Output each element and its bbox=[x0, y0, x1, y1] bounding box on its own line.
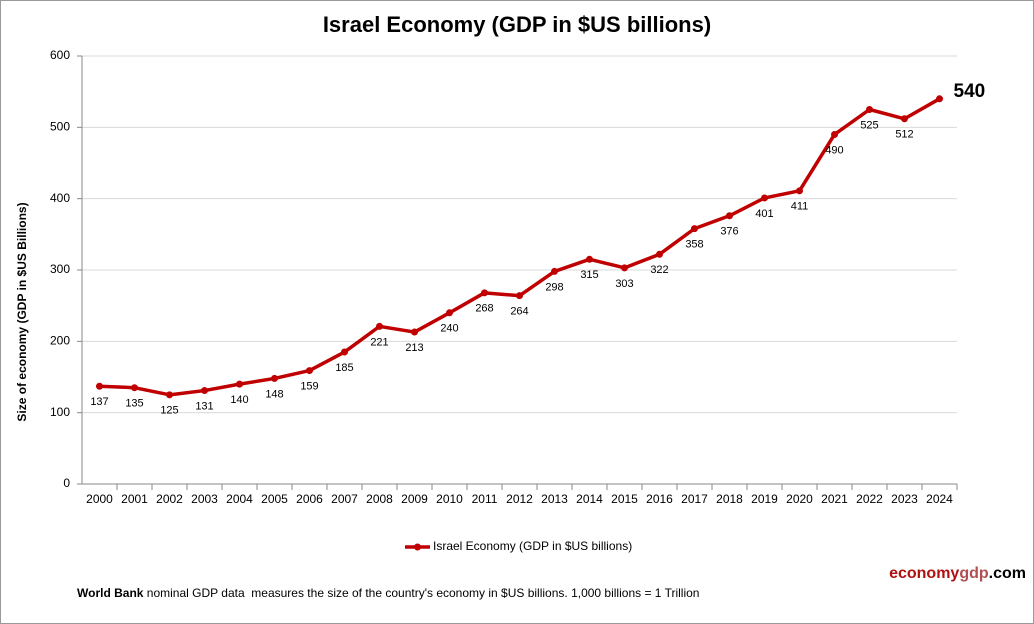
x-tick-label: 2024 bbox=[926, 492, 953, 506]
data-label: 376 bbox=[720, 226, 738, 238]
x-tick-label: 2002 bbox=[156, 492, 183, 506]
x-tick-label: 2010 bbox=[436, 492, 463, 506]
data-label: 411 bbox=[791, 201, 809, 213]
data-label: 315 bbox=[580, 269, 598, 281]
point bbox=[341, 348, 348, 356]
point bbox=[936, 95, 943, 103]
x-tick-label: 2014 bbox=[576, 492, 603, 506]
point bbox=[236, 380, 243, 388]
data-label: 322 bbox=[650, 264, 668, 276]
brand-part: economy bbox=[889, 565, 959, 582]
point bbox=[796, 187, 803, 195]
x-tick-label: 2019 bbox=[751, 492, 778, 506]
point bbox=[201, 387, 208, 395]
footer: World Bank nominal GDP data measures the… bbox=[77, 586, 699, 600]
y-tick-label: 0 bbox=[63, 476, 70, 490]
data-label: 264 bbox=[510, 306, 528, 318]
point bbox=[271, 374, 278, 382]
footer-bold: World Bank bbox=[77, 586, 144, 600]
data-label: 358 bbox=[685, 239, 703, 251]
point bbox=[691, 225, 698, 233]
point bbox=[306, 367, 313, 375]
x-tick-label: 2006 bbox=[296, 492, 323, 506]
legend-label: Israel Economy (GDP in $US billions) bbox=[433, 539, 632, 553]
point bbox=[866, 106, 873, 113]
x-tick-label: 2005 bbox=[261, 492, 288, 506]
point bbox=[621, 264, 628, 272]
y-tick-label: 100 bbox=[50, 405, 70, 419]
y-axis-label: Size of economy (GDP in $US Billions) bbox=[15, 202, 29, 421]
chart-title: Israel Economy (GDP in $US billions) bbox=[323, 12, 711, 37]
x-tick-label: 2007 bbox=[331, 492, 358, 506]
x-tick-label: 2004 bbox=[226, 492, 253, 506]
x-tick-label: 2008 bbox=[366, 492, 393, 506]
data-label: 135 bbox=[125, 398, 143, 410]
x-tick-label: 2018 bbox=[716, 492, 743, 506]
x-tick-label: 2017 bbox=[681, 492, 708, 506]
x-tick-label: 2009 bbox=[401, 492, 428, 506]
data-label: 490 bbox=[825, 144, 843, 156]
x-tick-label: 2021 bbox=[821, 492, 848, 506]
brand-part: .com bbox=[989, 565, 1026, 582]
data-label: 540 bbox=[954, 81, 986, 102]
x-tick-label: 2013 bbox=[541, 492, 568, 506]
x-tick-label: 2020 bbox=[786, 492, 813, 506]
data-label: 125 bbox=[160, 405, 178, 417]
brand: economygdp.com bbox=[889, 565, 1026, 582]
x-tick-label: 2023 bbox=[891, 492, 918, 506]
y-tick-label: 600 bbox=[50, 48, 70, 62]
data-label: 268 bbox=[475, 303, 493, 315]
data-label: 525 bbox=[860, 119, 878, 131]
x-tick-label: 2011 bbox=[472, 492, 498, 506]
point bbox=[131, 384, 138, 392]
x-tick-label: 2016 bbox=[646, 492, 673, 506]
data-label: 298 bbox=[545, 281, 563, 293]
data-label: 240 bbox=[440, 323, 458, 335]
x-tick-label: 2000 bbox=[86, 492, 113, 506]
point bbox=[446, 309, 453, 317]
point bbox=[831, 130, 838, 138]
point bbox=[96, 382, 103, 390]
y-tick-label: 300 bbox=[50, 262, 70, 276]
point bbox=[761, 194, 768, 202]
y-tick-label: 200 bbox=[50, 334, 70, 348]
brand-part: gdp bbox=[959, 565, 989, 582]
legend-marker bbox=[414, 543, 421, 551]
point bbox=[376, 322, 383, 330]
data-label: 185 bbox=[335, 362, 353, 374]
y-tick-label: 400 bbox=[50, 191, 70, 205]
x-tick-label: 2015 bbox=[611, 492, 638, 506]
point bbox=[726, 212, 733, 220]
data-label: 137 bbox=[90, 396, 108, 408]
x-tick-label: 2001 bbox=[121, 492, 148, 506]
x-tick-label: 2003 bbox=[191, 492, 218, 506]
point bbox=[586, 255, 593, 263]
point bbox=[656, 250, 663, 258]
data-label: 131 bbox=[195, 400, 213, 412]
data-label: 512 bbox=[895, 129, 913, 141]
data-label: 303 bbox=[615, 278, 633, 290]
data-label: 401 bbox=[755, 208, 773, 220]
point bbox=[481, 289, 488, 297]
data-label: 213 bbox=[405, 342, 423, 354]
point bbox=[166, 391, 173, 399]
x-tick-label: 2022 bbox=[856, 492, 883, 506]
data-label: 159 bbox=[300, 380, 318, 392]
data-label: 221 bbox=[370, 336, 388, 348]
data-label: 148 bbox=[265, 388, 283, 400]
data-label: 140 bbox=[230, 394, 248, 406]
y-tick-label: 500 bbox=[50, 120, 70, 134]
point bbox=[411, 328, 418, 336]
point bbox=[551, 267, 558, 275]
footer-text: nominal GDP data measures the size of th… bbox=[143, 586, 699, 600]
x-tick-label: 2012 bbox=[506, 492, 533, 506]
point bbox=[516, 292, 523, 300]
point bbox=[901, 115, 908, 123]
